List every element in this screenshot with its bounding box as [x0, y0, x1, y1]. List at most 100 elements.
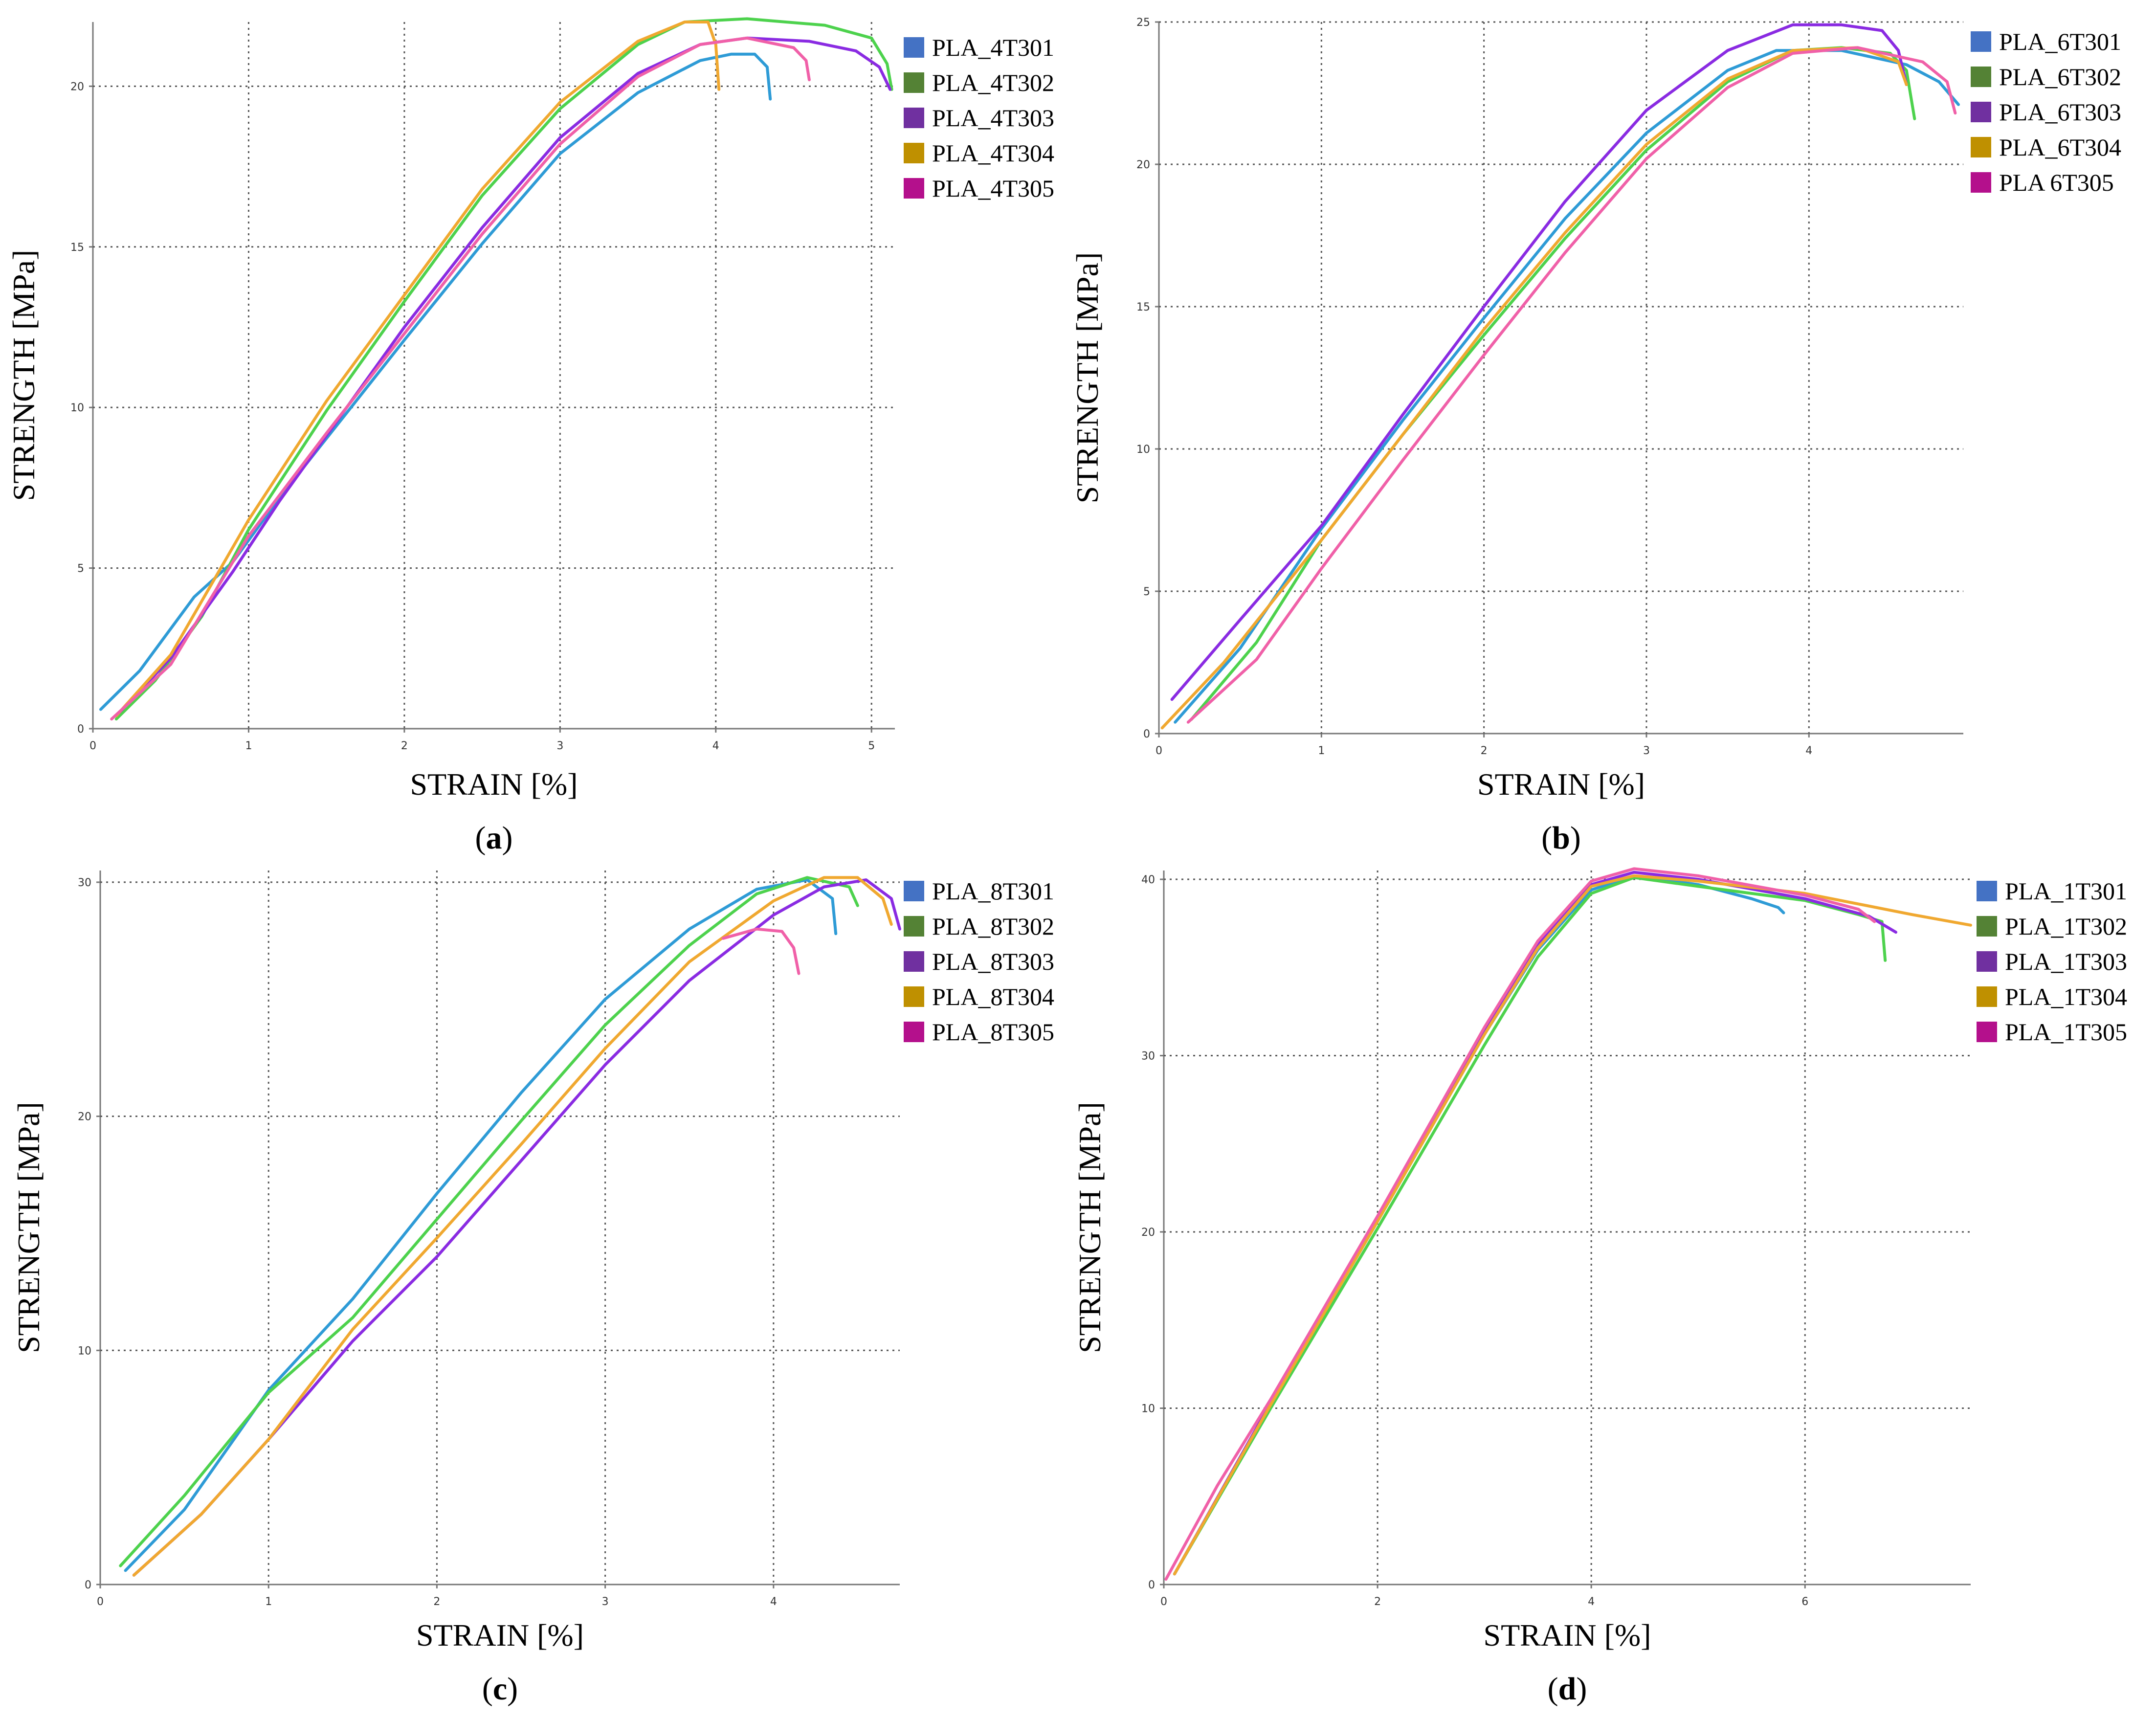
y-tick-label: 20: [1136, 159, 1150, 171]
legend-swatch: [904, 951, 924, 972]
legend-swatch: [904, 178, 924, 199]
y-axis-label: STRENGTH [MPa]: [6, 250, 41, 501]
legend-swatch: [904, 72, 924, 93]
x-axis-label: STRAIN [%]: [410, 767, 578, 802]
y-tick-label: 5: [1143, 586, 1150, 598]
legend-swatch: [1977, 986, 1997, 1007]
legend-entry: PLA_6T301: [1999, 28, 2121, 55]
series-line-pla-1t302: PLA_1T302: [1173, 876, 1887, 1576]
x-tick-label: 3: [556, 740, 563, 752]
y-tick-label: 0: [85, 1579, 91, 1591]
y-tick-label: 10: [78, 1345, 91, 1357]
x-tick-label: 5: [868, 740, 875, 752]
legend-swatch: [904, 143, 924, 163]
x-axis-label: STRAIN [%]: [1477, 767, 1645, 802]
legend-entry: PLA_6T304: [1999, 134, 2121, 161]
y-tick-label: 0: [1143, 728, 1150, 740]
series-line-pla-1t303: PLA_1T303: [1173, 871, 1897, 1576]
legend-entry: PLA_4T301: [932, 34, 1054, 61]
legend-entry: PLA 6T305: [1999, 169, 2114, 196]
legend-swatch: [1971, 172, 1991, 193]
x-tick-label: 0: [1156, 745, 1162, 757]
series-line-pla-6t301: PLA_6T301: [1174, 49, 1960, 724]
legend-swatch: [1971, 67, 1991, 87]
series-line-pla-1t301: PLA_1T301: [1173, 874, 1785, 1576]
x-tick-label: 2: [433, 1596, 440, 1608]
series-line-pla-1t304: PLA_1T304: [1173, 874, 1972, 1576]
legend-entry: PLA_1T305: [2005, 1018, 2127, 1046]
x-tick-label: 2: [1374, 1596, 1381, 1608]
y-tick-label: 30: [78, 877, 91, 889]
x-tick-label: 2: [1481, 745, 1488, 757]
legend-entry: PLA_1T304: [2005, 983, 2127, 1010]
series-line-pla-6t303: PLA_6T303: [1170, 23, 1908, 701]
y-tick-label: 10: [70, 402, 84, 414]
x-tick-label: 3: [602, 1596, 609, 1608]
x-tick-label: 0: [97, 1596, 104, 1608]
panel-letter: b: [1552, 820, 1570, 856]
legend-entry: PLA_8T302: [932, 913, 1054, 940]
legend-entry: PLA_1T302: [2005, 913, 2127, 940]
y-tick-label: 20: [70, 81, 84, 93]
legend-entry: PLA_8T303: [932, 948, 1054, 975]
y-tick-label: 15: [70, 242, 84, 254]
legend-entry: PLA_1T301: [2005, 877, 2127, 905]
legend-entry: PLA_4T305: [932, 175, 1054, 202]
legend-swatch: [904, 37, 924, 58]
y-tick-label: 20: [78, 1111, 91, 1123]
panel-letter: d: [1558, 1671, 1577, 1707]
x-tick-label: 4: [1805, 745, 1812, 757]
legend-entry: PLA_4T302: [932, 69, 1054, 96]
legend-entry: PLA_4T304: [932, 139, 1054, 167]
x-tick-label: 3: [1643, 745, 1650, 757]
x-tick-label: 1: [245, 740, 252, 752]
y-axis-label: STRENGTH [MPa]: [1072, 1102, 1107, 1353]
y-tick-label: 10: [1136, 444, 1150, 456]
x-tick-label: 0: [1160, 1596, 1167, 1608]
series-line-pla-4t303: PLA_4T303: [114, 36, 892, 717]
y-tick-label: 10: [1141, 1403, 1155, 1415]
y-tick-label: 40: [1141, 874, 1155, 886]
x-tick-label: 4: [770, 1596, 777, 1608]
series-line-pla-4t304: PLA_4T304: [114, 21, 721, 717]
series-line-pla-6t304: PLA_6T304: [1160, 46, 1908, 730]
series-line-pla-8t304: PLA_8T304: [132, 876, 893, 1577]
x-axis-label: STRAIN [%]: [1483, 1618, 1651, 1652]
x-axis-label: STRAIN [%]: [416, 1618, 584, 1652]
y-tick-label: 20: [1141, 1227, 1155, 1239]
y-tick-label: 0: [1148, 1579, 1155, 1591]
x-tick-label: 1: [1318, 745, 1325, 757]
legend-entry: PLA_6T303: [1999, 98, 2121, 126]
legend-swatch: [1971, 137, 1991, 157]
legend-entry: PLA_8T301: [932, 877, 1054, 905]
legend-swatch: [1971, 102, 1991, 122]
y-tick-label: 5: [77, 563, 84, 575]
series-line-pla-1t305: PLA_1T305: [1164, 867, 1876, 1581]
panel-letter: c: [493, 1671, 507, 1707]
legend-swatch: [904, 1022, 924, 1042]
panel-label: (a): [475, 820, 513, 856]
legend-swatch: [904, 986, 924, 1007]
series-line-pla-4t302: PLA_4T302: [114, 17, 893, 721]
x-tick-label: 4: [1588, 1596, 1595, 1608]
y-tick-label: 0: [77, 723, 84, 736]
series-line-pla-8t302: PLA_8T302: [119, 876, 859, 1567]
x-tick-label: 4: [712, 740, 719, 752]
x-tick-label: 6: [1801, 1596, 1808, 1608]
y-tick-label: 25: [1136, 17, 1150, 29]
legend-entry: PLA_4T303: [932, 104, 1054, 132]
panel-label: (d): [1548, 1671, 1587, 1707]
series-line-pla-8t303: PLA_8T303: [132, 878, 901, 1577]
legend-swatch: [1977, 916, 1997, 937]
x-tick-label: 2: [401, 740, 408, 752]
legend-entry: PLA_8T304: [932, 983, 1054, 1010]
legend-entry: PLA_8T305: [932, 1018, 1054, 1046]
panel-letter: a: [486, 820, 502, 856]
legend-swatch: [904, 108, 924, 128]
series-line-pla-6t302: PLA_6T302: [1190, 46, 1916, 721]
legend-swatch: [1977, 881, 1997, 901]
